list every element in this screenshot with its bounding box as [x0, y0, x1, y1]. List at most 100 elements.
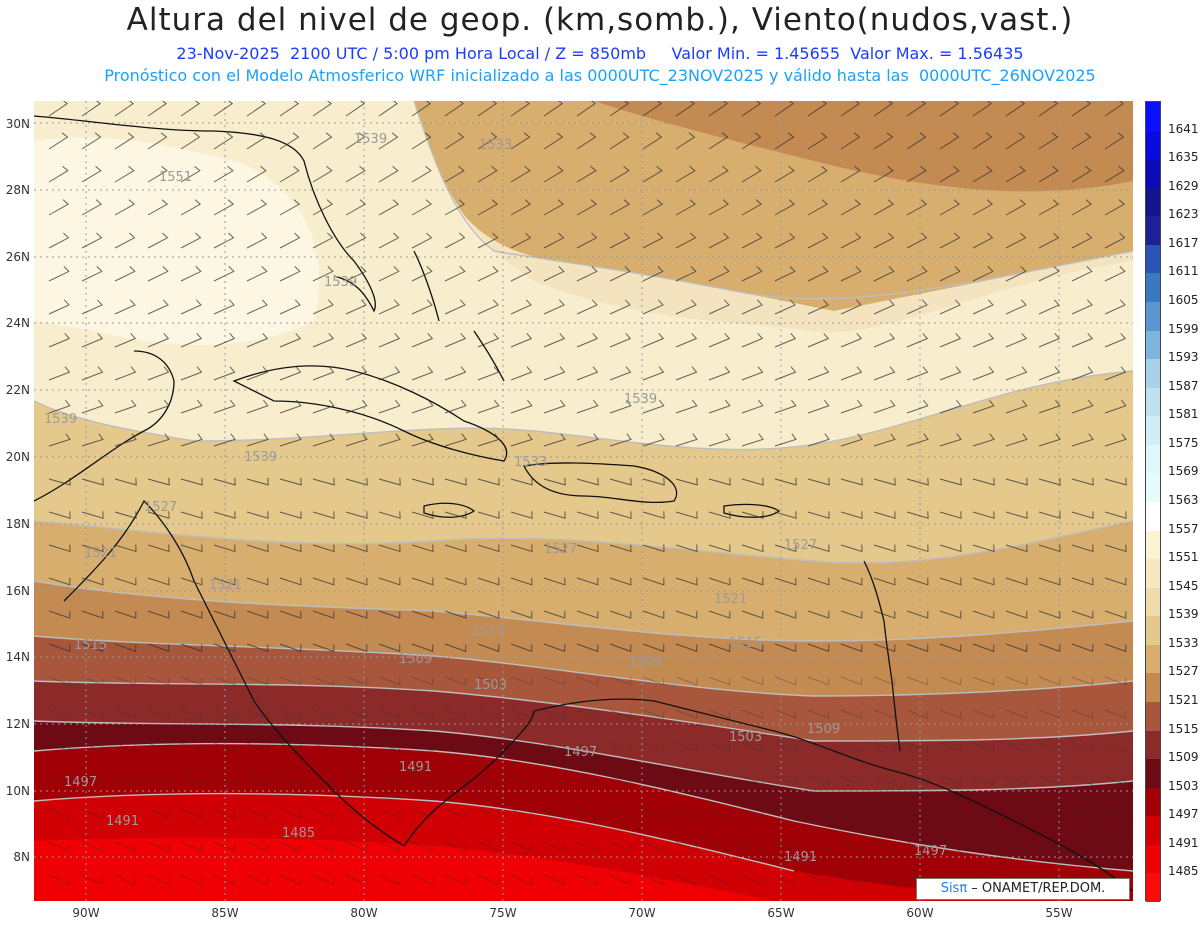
wind-barb [81, 511, 104, 519]
wind-barb [411, 299, 433, 315]
wind-barb [444, 366, 467, 381]
wind-barb [1005, 808, 1028, 819]
wind-barb [81, 742, 104, 753]
wind-barb [972, 101, 993, 117]
lon-tick: 90W [72, 906, 100, 920]
wind-barb [1071, 511, 1094, 519]
wind-barb [345, 366, 368, 381]
wind-barb [642, 577, 665, 586]
wind-barb [708, 841, 731, 852]
wind-barb [1071, 808, 1094, 819]
wind-barb [774, 299, 796, 315]
wind-barb [378, 808, 401, 819]
wind-barb [1005, 610, 1028, 619]
wind-barb [48, 477, 71, 486]
wind-barb [873, 676, 896, 686]
wind-barb [444, 577, 467, 586]
wind-barb [642, 841, 665, 852]
wind-barb [180, 610, 203, 619]
wind-barb [279, 399, 302, 414]
wind-barb [609, 577, 632, 586]
wind-barb [873, 808, 896, 819]
wind-barb [510, 266, 532, 282]
contour-label: 1497 [914, 844, 947, 859]
wind-barb [48, 199, 70, 216]
wind-barb [213, 775, 236, 786]
wind-barb [180, 775, 203, 786]
wind-barb [510, 511, 533, 519]
wind-barb [510, 544, 533, 553]
lat-tick: 18N [5, 517, 30, 531]
wind-barb [312, 544, 335, 553]
colorbar-cell [1146, 359, 1160, 389]
wind-barb [807, 332, 830, 348]
wind-barb [1071, 199, 1093, 216]
wind-barb [642, 165, 663, 183]
wind-barb [279, 577, 302, 586]
wind-barb [180, 433, 203, 447]
wind-barb [1005, 101, 1026, 117]
wind-barb [510, 676, 533, 686]
wind-barb [48, 132, 69, 150]
wind-barb [444, 332, 467, 348]
wind-barb [675, 132, 696, 150]
wind-barb [279, 544, 302, 553]
wind-barb [576, 266, 598, 282]
wind-barb [576, 709, 599, 719]
wind-barb [279, 874, 302, 886]
wind-barb [444, 511, 467, 519]
colorbar-label: 1485 [1168, 864, 1199, 879]
wind-barb [213, 366, 236, 381]
wind-barb [312, 477, 335, 486]
wind-barb [939, 775, 962, 786]
wind-barb [807, 709, 830, 719]
wind-barb [48, 808, 71, 819]
wind-barb [246, 874, 269, 886]
wind-barb [972, 808, 995, 819]
contour-label: 1539 [354, 132, 387, 147]
wind-barb [114, 132, 135, 150]
wind-barb [939, 742, 962, 753]
wind-barb [81, 433, 104, 447]
wind-barb [675, 808, 698, 819]
wind-barb [840, 477, 863, 486]
wind-barb [279, 232, 301, 249]
wind-barb [708, 874, 731, 886]
wind-barb [1038, 808, 1061, 819]
wind-barb [873, 775, 896, 786]
wind-barb [81, 477, 104, 486]
wind-barb [444, 165, 465, 183]
wind-barb [708, 643, 731, 653]
wind-barb [213, 165, 234, 183]
wind-barb [543, 433, 566, 447]
wind-barb [444, 299, 466, 315]
wind-barb [246, 433, 269, 447]
wind-barb [741, 232, 763, 249]
wind-barb [543, 643, 566, 653]
wind-barb [708, 199, 730, 216]
wind-barb [1071, 775, 1094, 786]
wind-barb [147, 709, 170, 719]
wind-barb [576, 477, 599, 486]
wind-barb [180, 232, 202, 249]
wind-barb [345, 477, 368, 486]
colorbar-label: 1623 [1168, 207, 1199, 222]
contour-label: 1551 [159, 170, 192, 185]
colorbar-cell [1146, 102, 1160, 132]
wind-barb [1038, 332, 1061, 348]
wind-barb [708, 544, 731, 553]
wind-barb [906, 643, 929, 653]
wind-barb [609, 165, 630, 183]
wind-barb [114, 874, 137, 886]
wind-barb [576, 577, 599, 586]
wind-barb [510, 101, 531, 117]
wind-barb [213, 709, 236, 719]
wind-barb [543, 742, 566, 753]
wind-barb [279, 332, 302, 348]
wind-barb [147, 332, 170, 348]
wind-barb [147, 841, 170, 852]
wind-barb [939, 399, 962, 414]
wind-barb [378, 742, 401, 753]
wind-barb [906, 266, 928, 282]
wind-barb [708, 433, 731, 447]
